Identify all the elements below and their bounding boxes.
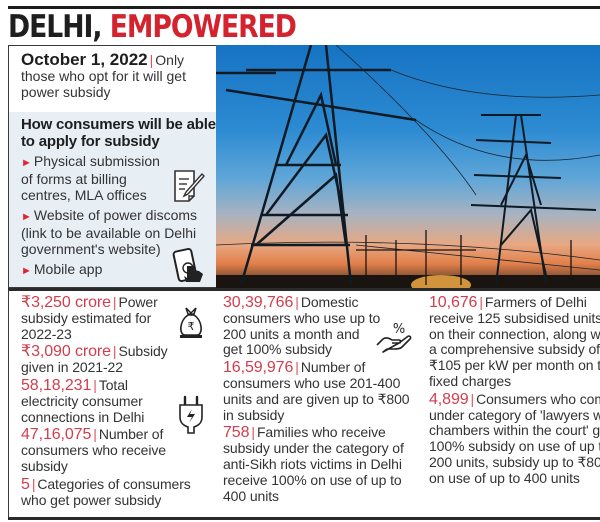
stat-text: Farmers of Delhi receive 125 subsidised …: [429, 294, 600, 389]
apply-item-text: Website of power discoms (link to be ava…: [21, 207, 198, 257]
stats-column-3: 10,676 | Farmers of Delhi receive 125 subs…: [429, 294, 600, 489]
stat-text: Domestic consumers who use up to 200 uni…: [223, 294, 381, 358]
separator: |: [295, 294, 299, 310]
stats-column-1: ₹3,250 crore | Power subsidy estimated for…: [21, 294, 201, 510]
stat-text: Power subsidy estimated for 2022-23: [21, 294, 158, 342]
transmission-towers-photo: [216, 45, 600, 288]
left-panel: October 1, 2022 | Only those who opt for i…: [8, 45, 216, 288]
stat-text: Number of consumers who receive subsidy: [21, 426, 166, 474]
stats-section: ₹3,250 crore | Power subsidy estimated for…: [8, 288, 600, 518]
stat-text: Families who receive subsidy under the c…: [223, 424, 404, 504]
svg-text:₹: ₹: [188, 320, 195, 333]
apply-heading: How consumers will be able to apply for …: [21, 116, 216, 150]
percent-hand-icon: %: [376, 322, 412, 353]
svg-text:%: %: [393, 322, 405, 337]
separator: |: [251, 424, 255, 441]
top-rule: [8, 6, 600, 9]
stat-number: ₹3,250 crore: [21, 294, 111, 311]
stat-item: 16,59,976 | Number of consumers who use 20…: [223, 359, 423, 423]
stat-text: Number of consumers who use 201-400 unit…: [223, 359, 410, 423]
stat-number: 16,59,976: [223, 359, 294, 377]
stat-text: Categories of consumers who get power su…: [21, 475, 191, 508]
arrow-icon: ►: [21, 211, 32, 223]
bottom-rule: [8, 517, 600, 520]
intro-box: October 1, 2022 | Only those who opt for i…: [9, 46, 216, 112]
stat-number: ₹3,090 crore: [21, 343, 111, 361]
separator: |: [470, 390, 475, 407]
intro-date: October 1, 2022: [21, 50, 148, 69]
stat-number: 10,676: [429, 294, 478, 311]
stat-item: ₹3,250 crore | Power subsidy estimated for…: [21, 294, 201, 342]
separator: |: [93, 426, 97, 443]
stat-item: ₹3,090 crore | Subsidy given in 2021-22: [21, 343, 201, 376]
separator: |: [93, 376, 97, 393]
stat-text: Consumers who come under category of 'la…: [429, 390, 600, 486]
stat-number: 758: [223, 424, 250, 442]
separator: |: [112, 343, 117, 360]
stat-item: 58,18,231 | Total electricity consumer con…: [21, 376, 201, 425]
stat-item: 5 | Categories of consumers who get power …: [21, 475, 201, 509]
apply-item: ► Website of power discoms (link to be av…: [21, 207, 216, 257]
phone-tap-icon: [172, 248, 203, 282]
separator: |: [149, 52, 154, 68]
stat-number: 5: [21, 475, 30, 493]
stats-column-2: 30,39,766 | Domestic consumers who use up …: [223, 294, 423, 506]
stat-item: 758 | Families who receive subsidy under t…: [223, 424, 423, 504]
title-part-2: EMPOWERED: [109, 9, 297, 45]
title-part-1: DELHI,: [8, 9, 103, 45]
stat-item: 10,676 | Farmers of Delhi receive 125 subs…: [429, 294, 600, 390]
stat-item: 30,39,766 | Domestic consumers who use up …: [223, 294, 423, 358]
apply-section: How consumers will be able to apply for …: [9, 112, 216, 287]
stat-number: 30,39,766: [223, 294, 294, 311]
intro-text: Only those who opt for it will get power…: [21, 52, 186, 100]
form-pencil-icon: [174, 170, 205, 202]
separator: |: [295, 359, 299, 376]
power-tower-illustration: [216, 45, 600, 288]
stat-number: 47,16,075: [21, 426, 92, 444]
stat-item: 4,899 | Consumers who come under category …: [429, 390, 600, 487]
arrow-icon: ►: [21, 265, 32, 277]
apply-item: ► Mobile app: [21, 261, 216, 279]
page-title: DELHI, EMPOWERED: [8, 9, 297, 45]
arrow-icon: ►: [21, 157, 32, 169]
separator: |: [479, 294, 483, 310]
apply-item-text: Physical submission of forms at billing …: [21, 153, 160, 203]
stat-item: 47,16,075 | Number of consumers who receiv…: [21, 426, 213, 474]
apply-item: ► Physical submission of forms at billing…: [21, 153, 216, 203]
apply-item-text: Mobile app: [33, 261, 103, 277]
separator: |: [31, 475, 36, 492]
stat-text: Total electricity consumer connections i…: [21, 376, 145, 425]
plug-icon: [179, 395, 203, 434]
stat-number: 58,18,231: [21, 376, 92, 394]
separator: |: [112, 294, 117, 310]
stat-number: 4,899: [429, 390, 469, 408]
stat-text: Subsidy given in 2021-22: [21, 343, 168, 376]
rupee-bag-icon: ₹: [180, 307, 202, 338]
